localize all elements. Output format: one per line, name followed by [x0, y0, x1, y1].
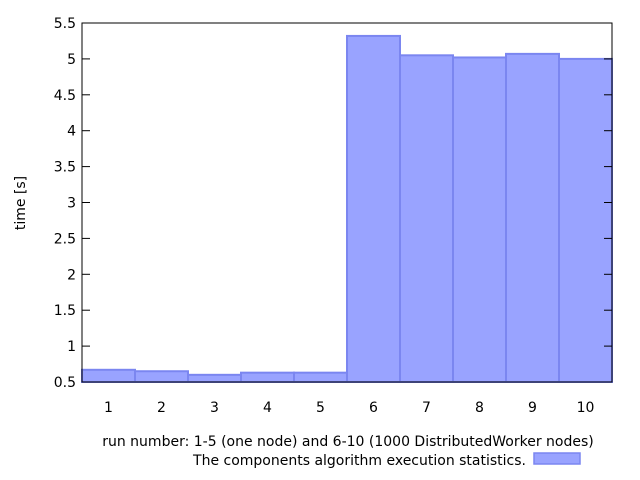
- y-axis-ticks: 0.5 1 1.5 2 2.5 3 3.5 4 4.5 5 5.5: [54, 16, 612, 391]
- bar-9: [505, 52, 560, 384]
- y-axis-title: time [s]: [13, 176, 29, 230]
- legend-swatch: [533, 452, 581, 465]
- bar-10: [558, 57, 613, 384]
- bar-5: [293, 371, 348, 383]
- x-tick-label: 2: [157, 400, 166, 416]
- legend: The components algorithm execution stati…: [192, 452, 581, 469]
- bar-1: [81, 368, 136, 384]
- x-tick-label: 3: [210, 400, 219, 416]
- y-tick-label: 3: [67, 196, 76, 212]
- x-tick-label: 10: [577, 400, 595, 416]
- y-tick-label: 4: [67, 124, 76, 140]
- x-tick-label: 4: [263, 400, 272, 416]
- y-tick-label: 1: [67, 339, 76, 355]
- x-axis-ticks: 1 2 3 4 5 6 7 8 9 10: [104, 400, 594, 416]
- y-tick-label: 2.5: [54, 231, 76, 247]
- bar-6: [346, 34, 401, 383]
- bar-2: [134, 370, 189, 384]
- x-axis-title: run number: 1-5 (one node) and 6-10 (100…: [102, 434, 594, 450]
- x-tick-label: 9: [528, 400, 537, 416]
- x-tick-label: 1: [104, 400, 113, 416]
- y-tick-label: 5.5: [54, 16, 76, 32]
- legend-label: The components algorithm execution stati…: [192, 453, 526, 469]
- bar-7: [399, 54, 454, 384]
- x-tick-label: 7: [422, 400, 431, 416]
- y-tick-label: 0.5: [54, 375, 76, 391]
- y-tick-label: 4.5: [54, 88, 76, 104]
- bar-8: [452, 56, 507, 384]
- y-tick-label: 3.5: [54, 160, 76, 176]
- bar-4: [240, 371, 295, 383]
- y-tick-label: 2: [67, 267, 76, 283]
- y-tick-label: 5: [67, 52, 76, 68]
- y-tick-label: 1.5: [54, 303, 76, 319]
- x-tick-label: 5: [316, 400, 325, 416]
- bars-layer: [81, 34, 613, 384]
- x-tick-label: 8: [475, 400, 484, 416]
- bar-3: [187, 373, 242, 384]
- x-tick-label: 6: [369, 400, 378, 416]
